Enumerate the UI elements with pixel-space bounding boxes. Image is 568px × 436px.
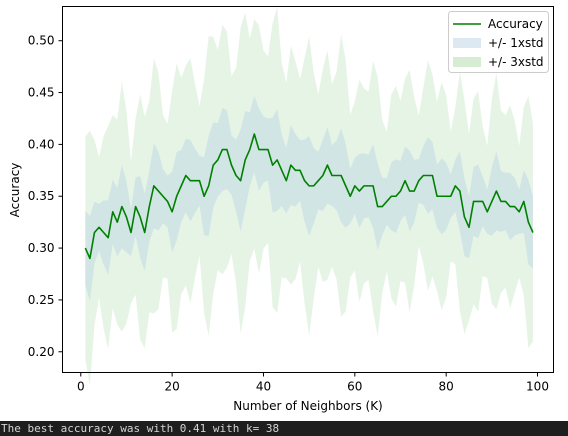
y-axis: 0.20 0.25 0.30 0.35 0.40 0.45 0.50 [28, 34, 63, 359]
y-tick-label: 0.25 [28, 293, 55, 307]
y-tick-label: 0.20 [28, 345, 55, 359]
accuracy-line [84, 133, 534, 260]
legend-3xstd-swatch [453, 57, 481, 67]
legend: Accuracy +/- 1xstd +/- 3xstd [448, 11, 549, 73]
x-axis: 0 20 40 60 80 100 [77, 372, 549, 394]
y-tick-label: 0.45 [28, 86, 55, 100]
accuracy-chart: 0 20 40 60 80 100 0.20 0.25 0.30 0.35 0.40 0.45 0.5… [8, 6, 554, 413]
x-axis-label: Number of Neighbors (K) [233, 399, 383, 413]
legend-3xstd-label: +/- 3xstd [488, 55, 544, 69]
x-tick-label: 40 [256, 380, 271, 394]
console-output: The best accuracy was with 0.41 with k= … [0, 421, 568, 436]
plot-area [84, 6, 534, 386]
x-tick-label: 0 [77, 380, 85, 394]
x-tick-label: 60 [347, 380, 362, 394]
y-tick-label: 0.30 [28, 241, 55, 255]
axes-frame [62, 6, 554, 373]
band-3xstd [85, 6, 533, 386]
y-tick-label: 0.50 [28, 34, 55, 48]
x-tick-label: 80 [439, 380, 454, 394]
y-tick-label: 0.40 [28, 137, 55, 151]
legend-1xstd-swatch [453, 38, 481, 48]
band-1xstd [85, 95, 533, 301]
x-tick-label: 20 [164, 380, 179, 394]
y-tick-label: 0.35 [28, 189, 55, 203]
x-tick-label: 100 [526, 380, 549, 394]
y-axis-label: Accuracy [8, 163, 22, 218]
legend-1xstd-label: +/- 1xstd [488, 36, 544, 50]
legend-accuracy-label: Accuracy [488, 17, 543, 31]
